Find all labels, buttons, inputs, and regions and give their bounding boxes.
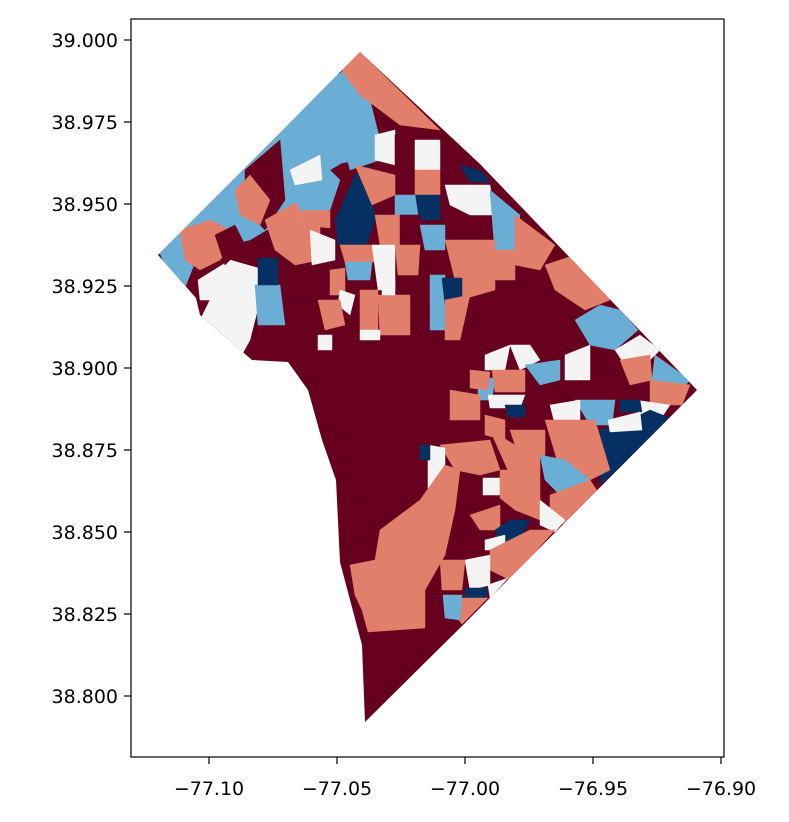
- tract-region: [344, 261, 373, 281]
- tract-region: [394, 134, 416, 176]
- y-axis: 39.000 38.975 38.950 38.925 38.900 38.875 38.8…: [52, 30, 131, 708]
- tract-region: [489, 429, 541, 476]
- tract-region: [359, 289, 379, 331]
- tract-region: [482, 477, 501, 496]
- x-tick-label: −77.00: [430, 778, 500, 800]
- tract-region: [254, 284, 286, 326]
- tract-region: [619, 399, 643, 413]
- x-tick-label: −77.05: [302, 778, 372, 800]
- tract-region: [444, 184, 496, 216]
- tract-region: [214, 224, 246, 266]
- tract-region: [394, 244, 421, 276]
- tract-region: [459, 164, 491, 183]
- x-tick-label: −77.10: [174, 778, 244, 800]
- tract-region: [317, 334, 333, 351]
- tract-region: [394, 194, 419, 216]
- tract-region: [444, 294, 471, 341]
- tract-region: [374, 129, 396, 166]
- tract-region: [309, 229, 336, 266]
- axes-frame: [130, 18, 725, 758]
- tract-region: [491, 369, 526, 393]
- y-tick-label: 38.900: [52, 358, 118, 380]
- tract-region: [414, 139, 441, 171]
- tract-region: [299, 209, 331, 229]
- tract-region: [524, 359, 561, 386]
- y-tick-label: 38.875: [52, 440, 118, 462]
- tract-region: [564, 344, 591, 381]
- tract-region: [469, 369, 491, 391]
- tract-region: [234, 174, 271, 226]
- tract-region: [414, 169, 441, 196]
- tract-region: [484, 414, 506, 441]
- tract-region: [414, 194, 441, 221]
- tract-region: [539, 499, 566, 533]
- y-tick-label: 38.800: [52, 686, 118, 708]
- tract-region: [442, 594, 463, 621]
- y-tick-label: 38.950: [52, 194, 118, 216]
- tract-region: [439, 559, 466, 591]
- tract-region: [381, 279, 396, 296]
- tract-region: [607, 411, 643, 433]
- tract-region: [339, 244, 376, 263]
- tract-region: [317, 299, 346, 331]
- tract-region: [419, 444, 431, 461]
- tract-region: [649, 379, 691, 406]
- tract-region: [399, 214, 421, 246]
- tract-region: [479, 249, 516, 281]
- tract-region: [487, 577, 509, 599]
- tract-region: [289, 154, 323, 186]
- y-tick-label: 38.925: [52, 276, 118, 298]
- y-tick-label: 38.850: [52, 522, 118, 544]
- y-tick-label: 39.000: [52, 30, 118, 52]
- x-axis: −77.10 −77.05 −77.00 −76.95 −76.90: [174, 757, 756, 800]
- tract-region: [419, 224, 446, 251]
- tract-region: [257, 257, 279, 286]
- x-tick-label: −76.90: [686, 778, 756, 800]
- tract-region: [329, 52, 441, 131]
- tract-region: [439, 134, 471, 191]
- tract-region: [499, 469, 541, 521]
- tract-region: [504, 404, 526, 418]
- tract-region: [359, 329, 381, 341]
- tract-region: [439, 439, 501, 476]
- y-tick-label: 38.975: [52, 112, 118, 134]
- tract-region: [377, 294, 411, 336]
- tract-region: [449, 389, 481, 421]
- tract-region: [349, 464, 461, 633]
- y-tick-label: 38.825: [52, 604, 118, 626]
- x-tick-label: −76.95: [558, 778, 628, 800]
- tract-region: [514, 214, 556, 271]
